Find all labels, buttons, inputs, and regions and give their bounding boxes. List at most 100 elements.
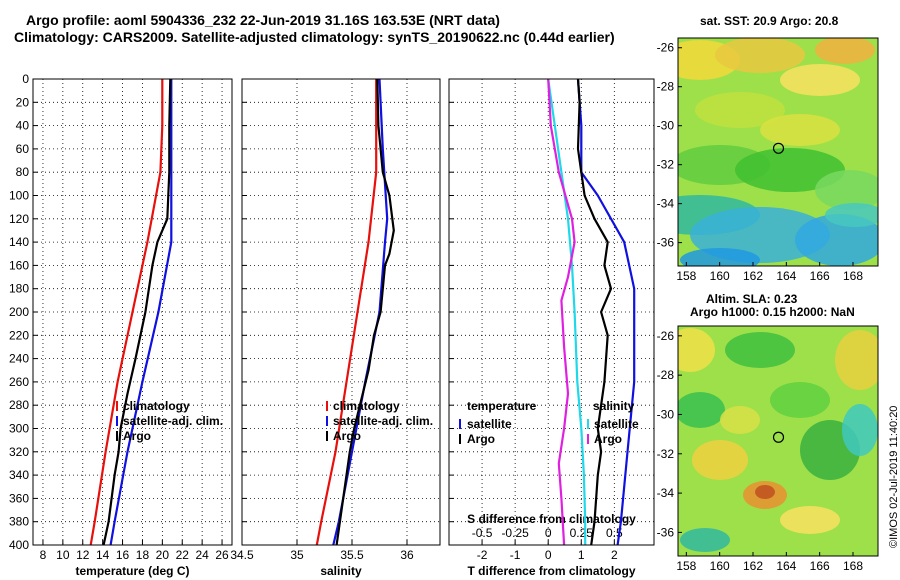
- sla-map: 158 160 162 164 166 168 -26 -28 -30 -32 -34 -36: [657, 325, 879, 573]
- x-tick-label: 34.5: [230, 548, 254, 562]
- depth-tick-label: 260: [9, 375, 29, 389]
- series-line-satellite-adj-clim-: [332, 78, 389, 546]
- depth-tick-label: 80: [16, 165, 30, 179]
- map-frame: [677, 325, 879, 557]
- depth-tick-label: 220: [9, 328, 29, 342]
- legend-label: Argo: [333, 429, 361, 443]
- depth-tick-label: 140: [9, 235, 29, 249]
- map-y-tick-label: -34: [657, 197, 675, 211]
- series-line-s-satellite: [547, 78, 587, 545]
- float-position-marker: [772, 431, 785, 443]
- series-line-argo: [335, 78, 395, 546]
- map-y-tick-label: -28: [657, 80, 675, 94]
- depth-tick-label: 400: [9, 538, 29, 552]
- field-patch: [835, 330, 878, 390]
- x-axis-label: T difference from climatology: [467, 564, 635, 578]
- legend-label: satellite: [594, 417, 639, 431]
- map-x-tick-label: 160: [710, 559, 730, 573]
- panel-frame: [32, 78, 233, 546]
- panel-frame: [241, 78, 441, 546]
- field-patch: [720, 406, 760, 434]
- map-x-tick-label: 166: [810, 269, 830, 283]
- x-tick-label: -2: [477, 548, 488, 562]
- depth-tick-label: 0: [22, 72, 29, 86]
- depth-tick-label: 180: [9, 282, 29, 296]
- s-tick-label: 0.25: [570, 526, 594, 540]
- map-y-tick-label: -28: [657, 368, 675, 382]
- legend-label: satellite-adj. clim.: [333, 414, 433, 428]
- x-tick-label: 24: [195, 548, 209, 562]
- field-patch: [678, 392, 725, 428]
- field-patch: [735, 148, 845, 192]
- legend-label: Argo: [467, 432, 495, 446]
- legend-label: satellite-adj. clim.: [123, 414, 223, 428]
- field-patch: [815, 170, 878, 210]
- field-patch: [815, 38, 875, 64]
- figure-title-line1: Argo profile: aoml 5904336_232 22-Jun-20…: [26, 12, 500, 28]
- profile-panel-3: -2 -1 0 1 2 T difference from climatology -0.5…: [448, 78, 655, 578]
- map-y-tick-label: -36: [657, 525, 675, 539]
- profile-panel-2: 34.5 35 35.5 36 salinity climatologysatellite…: [230, 78, 441, 578]
- sla-map-title-line1: Altim. SLA: 0.23: [706, 292, 798, 306]
- map-x-tick-label: 162: [743, 559, 763, 573]
- depth-tick-label: 320: [9, 445, 29, 459]
- map-frame: [677, 37, 879, 267]
- x-tick-label: 35.5: [340, 548, 364, 562]
- legend-label: Argo: [594, 432, 622, 446]
- s-axis-label: S difference from climatology: [467, 512, 636, 526]
- figure-title-line2: Climatology: CARS2009. Satellite-adjuste…: [14, 29, 615, 45]
- map-y-tick-label: -26: [657, 41, 675, 55]
- series-line-s-argo: [547, 78, 576, 546]
- x-tick-label: 36: [400, 548, 414, 562]
- map-x-tick-label: 168: [843, 559, 863, 573]
- x-tick-label: 18: [136, 548, 150, 562]
- x-tick-label: 2: [611, 548, 618, 562]
- map-x-tick-label: 164: [776, 269, 796, 283]
- series-line-climatology: [89, 79, 164, 546]
- s-tick-label: 0: [545, 526, 552, 540]
- sla-map-title-line2: Argo h1000: 0.15 h2000: NaN: [690, 305, 855, 319]
- x-tick-label: 1: [578, 548, 585, 562]
- depth-tick-label: 100: [9, 189, 29, 203]
- map-y-tick-label: -32: [657, 447, 675, 461]
- x-tick-label: 26: [215, 548, 229, 562]
- series-line-t-argo: [576, 78, 613, 546]
- depth-tick-label: 340: [9, 468, 29, 482]
- sst-map-title: sat. SST: 20.9 Argo: 20.8: [700, 14, 839, 28]
- field-patch: [780, 64, 860, 96]
- depth-tick-label: 240: [9, 352, 29, 366]
- x-tick-label: 20: [156, 548, 170, 562]
- legend-label: satellite: [467, 417, 512, 431]
- x-axis-label: salinity: [320, 564, 362, 578]
- profile-panel-1: 8 10 12 14 16 18 20 22 24 26 temperature (deg C) 0 2…: [9, 72, 233, 578]
- depth-tick-label: 120: [9, 212, 29, 226]
- x-tick-label: 12: [76, 548, 90, 562]
- legend-label: climatology: [333, 399, 400, 413]
- field-patch: [680, 248, 760, 266]
- x-tick-label: 0: [545, 548, 552, 562]
- x-tick-label: 22: [176, 548, 190, 562]
- map-x-tick-label: 158: [676, 269, 696, 283]
- map-y-tick-label: -32: [657, 158, 675, 172]
- depth-tick-label: 40: [16, 119, 30, 133]
- field-patch: [695, 92, 785, 128]
- panel-frame: [448, 78, 655, 546]
- map-y-tick-label: -30: [657, 119, 675, 133]
- depth-tick-label: 380: [9, 515, 29, 529]
- x-axis-label: temperature (deg C): [75, 564, 189, 578]
- field-patch: [770, 382, 830, 418]
- map-x-tick-label: 158: [676, 559, 696, 573]
- field-patch: [795, 214, 878, 266]
- map-x-tick-label: 166: [810, 559, 830, 573]
- field-patch: [725, 332, 795, 368]
- x-tick-label: 8: [40, 548, 47, 562]
- field-patch: [715, 38, 805, 73]
- depth-tick-label: 20: [16, 95, 30, 109]
- series-line-t-satellite: [576, 78, 636, 546]
- sst-map: 158 160 162 164 166 168 -26 -28 -30 -32 -34 -36: [657, 37, 879, 283]
- legend-header-salinity: salinity: [593, 399, 635, 413]
- map-y-tick-label: -26: [657, 329, 675, 343]
- x-tick-label: 35: [290, 548, 304, 562]
- x-tick-label: -1: [510, 548, 521, 562]
